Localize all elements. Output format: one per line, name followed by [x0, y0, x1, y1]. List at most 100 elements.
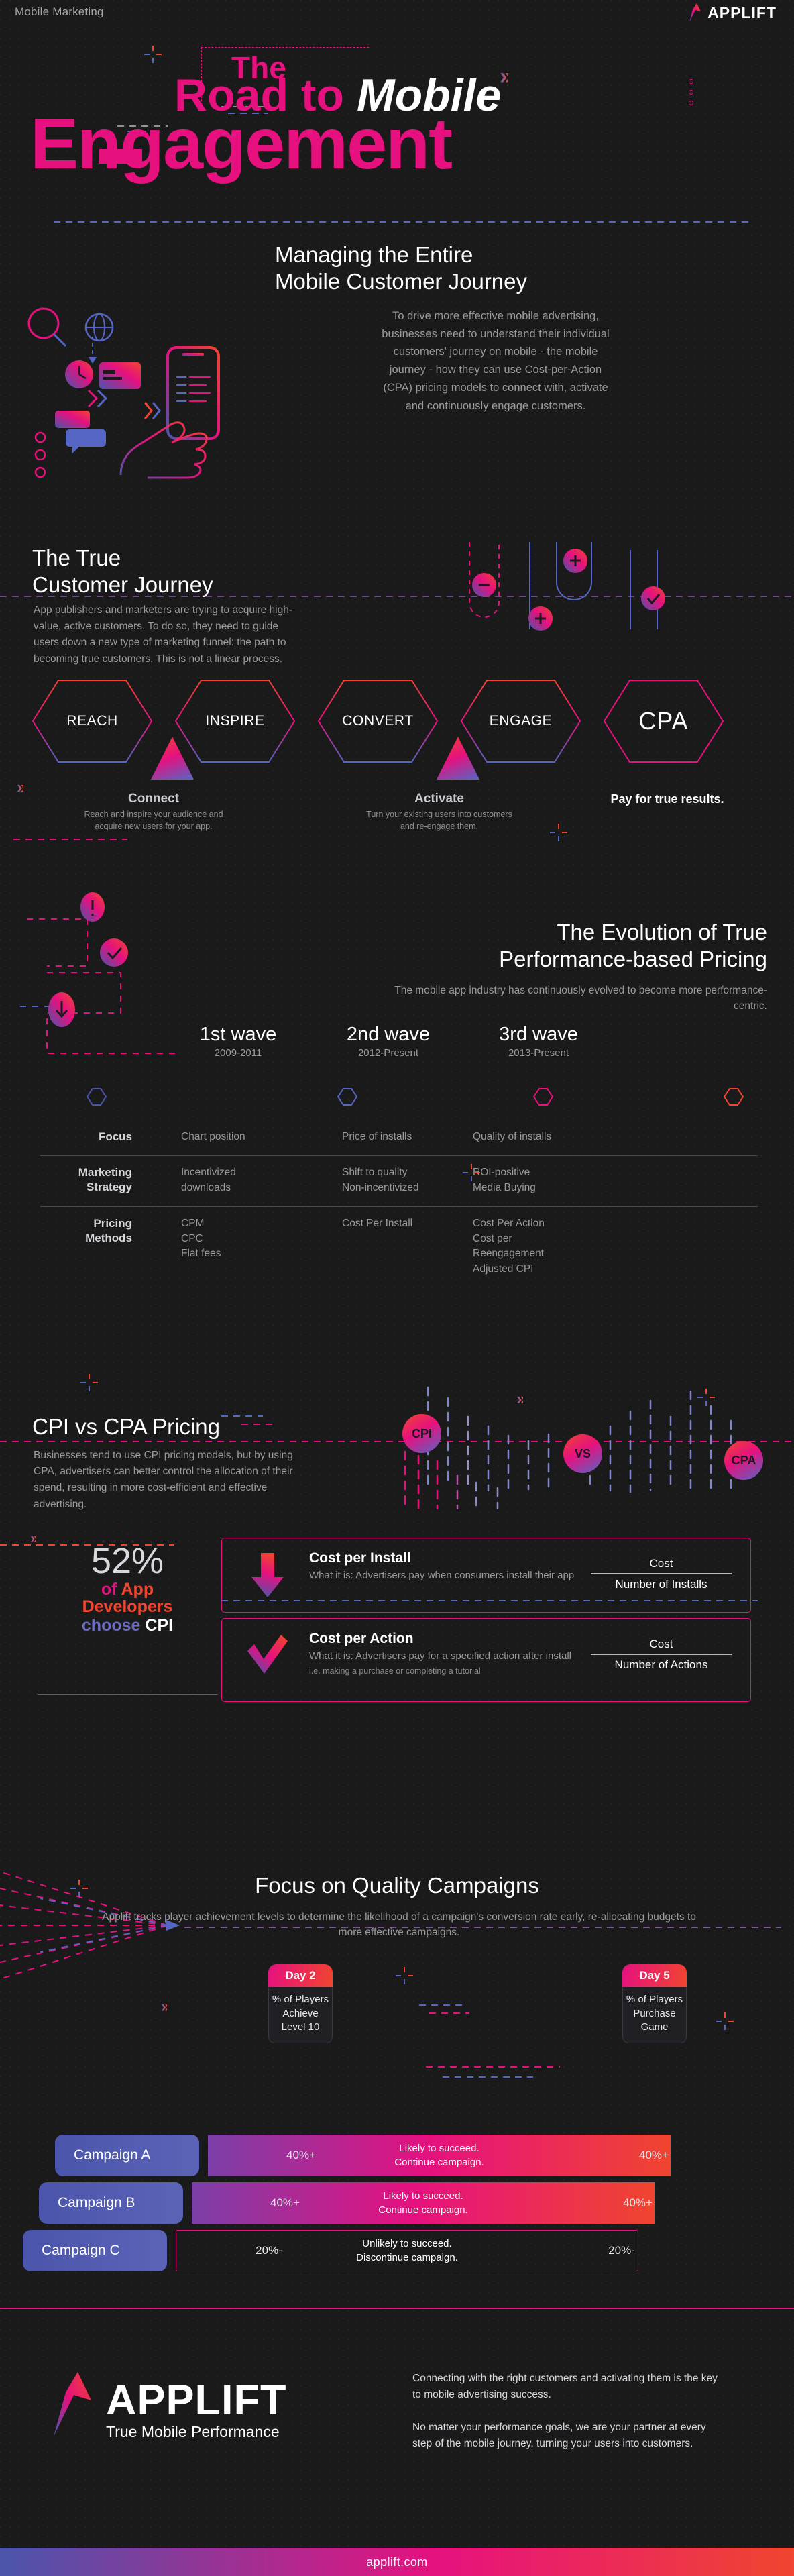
stat-line2: Developers	[82, 1597, 173, 1617]
row-header-line2: Strategy	[86, 1180, 132, 1193]
deco-line	[429, 2012, 469, 2014]
verdict-text: Unlikely to succeed. Discontinue campaig…	[356, 2237, 458, 2265]
connect-note: Connect Reach and inspire your audience …	[76, 792, 231, 833]
stage-label: INSPIRE	[205, 713, 265, 729]
footer-url: applift.com	[366, 2555, 428, 2569]
cost-per-action-card[interactable]: Cost per Action What it is: Advertisers …	[221, 1618, 751, 1702]
plus-marker-icon	[144, 46, 162, 63]
evolution-heading-line2: Performance-based Pricing	[499, 946, 767, 971]
table-cell: CPM CPC Flat fees	[181, 1218, 221, 1260]
funnel-stage-cpa[interactable]: CPA	[602, 678, 726, 765]
wave-years: 2013-Present	[508, 1047, 569, 1059]
cpi-body: Businesses tend to use CPI pricing model…	[34, 1450, 293, 1510]
journey-decoration	[429, 537, 711, 674]
row-header: Focus	[98, 1130, 132, 1143]
journey-heading-line1: The True	[32, 545, 121, 570]
campaigns-section: Focus on Quality Campaigns Applift track…	[0, 1845, 794, 2308]
card-formula: Cost Number of Actions	[591, 1638, 732, 1672]
verdict-line1: Likely to succeed.	[383, 2190, 463, 2202]
campaign-row-b: Likely to succeed. Continue campaign. Ca…	[39, 2182, 723, 2224]
category-label: Mobile Marketing	[15, 5, 104, 18]
verdict-line2: Continue campaign.	[394, 2157, 484, 2168]
intro-section: Managing the Entire Mobile Customer Jour…	[0, 235, 794, 530]
campaign-day5-value: 20%-	[608, 2244, 635, 2257]
funnel-stages: REACH INSPIRE CONVERT ENGAGE	[17, 678, 764, 797]
card-desc: What it is: Advertisers pay when consume…	[309, 1570, 575, 1581]
formula-numerator: Cost	[649, 1638, 673, 1650]
deco-line	[443, 2076, 533, 2078]
stat-percent: 52%	[91, 1541, 164, 1581]
hexagon-icon	[460, 680, 581, 763]
wave-2: 2nd wave 2012-Present	[321, 1024, 455, 1059]
funnel-stage-inspire[interactable]: INSPIRE	[173, 678, 297, 765]
campaign-name-pill[interactable]: Campaign B	[39, 2182, 183, 2224]
card-text: Cost per Install What it is: Advertisers…	[309, 1550, 591, 1583]
stat-line1: of App	[37, 1580, 218, 1598]
wave-timeline	[67, 1085, 752, 1108]
stat-cpi: CPI	[145, 1615, 174, 1635]
campaigns-heading: Focus on Quality Campaigns	[255, 1873, 539, 1898]
cost-per-install-card[interactable]: Cost per Install What it is: Advertisers…	[221, 1538, 751, 1613]
verdict-line2: Continue campaign.	[378, 2204, 468, 2216]
row-header: Marketing Strategy	[40, 1165, 151, 1195]
activate-body: Turn your existing users into customers …	[366, 810, 512, 832]
deco-line	[54, 221, 751, 223]
wave-1: 1st wave 2009-2011	[171, 1024, 305, 1059]
table-cell: Price of installs	[342, 1131, 412, 1142]
footer-url-bar[interactable]: applift.com	[0, 2548, 794, 2576]
day5-column: Day 5 % of Players Purchase Game	[622, 1964, 687, 2044]
table-cell: ROI-positive Media Buying	[473, 1167, 536, 1193]
table-row: Focus Chart position Price of installs Q…	[40, 1120, 758, 1157]
hexagon-icon	[174, 680, 296, 763]
card-note: i.e. making a purchase or completing a t…	[309, 1666, 481, 1676]
deco-line	[419, 2004, 466, 2006]
evolution-heading: The Evolution of True Performance-based …	[351, 919, 767, 972]
applift-mark-icon	[47, 2371, 97, 2441]
top-bar: Mobile Marketing APPLIFT	[0, 0, 794, 27]
checkmark-icon	[246, 1632, 289, 1679]
day5-label: Day 5	[622, 1964, 687, 1987]
stage-label: REACH	[66, 713, 118, 729]
evolution-sub: The mobile app industry has continuously…	[394, 985, 767, 1012]
card-desc: What it is: Advertisers pay for a specif…	[309, 1650, 572, 1662]
evolution-table: Focus Chart position Price of installs Q…	[40, 1120, 758, 1287]
card-title: Cost per Install	[309, 1550, 411, 1566]
wave-name: 3rd wave	[499, 1024, 578, 1045]
table-row: Marketing Strategy Incentivized download…	[40, 1156, 758, 1208]
journey-section: The True Customer Journey App publishers…	[0, 530, 794, 892]
verdict-line1: Likely to succeed.	[399, 2143, 479, 2154]
campaign-name-pill[interactable]: Campaign C	[23, 2230, 167, 2271]
stage-label: CONVERT	[342, 713, 414, 729]
card-text: Cost per Action What it is: Advertisers …	[309, 1631, 591, 1676]
deco-line	[426, 2066, 560, 2068]
journey-heading-line2: Customer Journey	[32, 572, 213, 597]
hexagon-icon	[32, 680, 153, 763]
activate-note: Activate Turn your existing users into c…	[362, 792, 516, 833]
wave-years: 2012-Present	[357, 1047, 419, 1059]
funnel-stage-engage[interactable]: ENGAGE	[459, 678, 583, 765]
formula-numerator: Cost	[649, 1557, 673, 1570]
plus-marker-icon	[550, 824, 567, 841]
intro-heading-line1: Managing the Entire	[275, 242, 473, 267]
footer-copy: Connecting with the right customers and …	[412, 2371, 728, 2451]
hexagon-icon	[317, 680, 439, 763]
deco-line	[13, 839, 127, 840]
funnel-stage-convert[interactable]: CONVERT	[316, 678, 440, 765]
table-cell: Incentivized downloads	[181, 1167, 236, 1193]
card-title: Cost per Action	[309, 1631, 414, 1646]
campaign-row-c: Unlikely to succeed. Discontinue campaig…	[23, 2230, 707, 2271]
footer-paragraph-1: Connecting with the right customers and …	[412, 2373, 718, 2400]
intro-body: To drive more effective mobile advertisi…	[382, 310, 610, 412]
hero-line-the: The	[231, 50, 286, 85]
brand-logo-top: APPLIFT	[687, 3, 777, 22]
chevron-right-icon: »	[516, 1389, 526, 1409]
day2-label: Day 2	[268, 1964, 333, 1987]
campaigns-sub: Applift tracks player achievement levels…	[102, 1911, 696, 1939]
footer-paragraph-2: No matter your performance goals, we are…	[412, 2422, 706, 2449]
funnel-stage-reach[interactable]: REACH	[30, 678, 154, 765]
campaign-name-pill[interactable]: Campaign A	[55, 2135, 199, 2176]
deco-dots	[689, 79, 693, 111]
formula-denominator: Number of Actions	[591, 1654, 732, 1672]
connect-title: Connect	[128, 792, 179, 806]
campaign-verdict-bar: Unlikely to succeed. Discontinue campaig…	[176, 2230, 638, 2271]
